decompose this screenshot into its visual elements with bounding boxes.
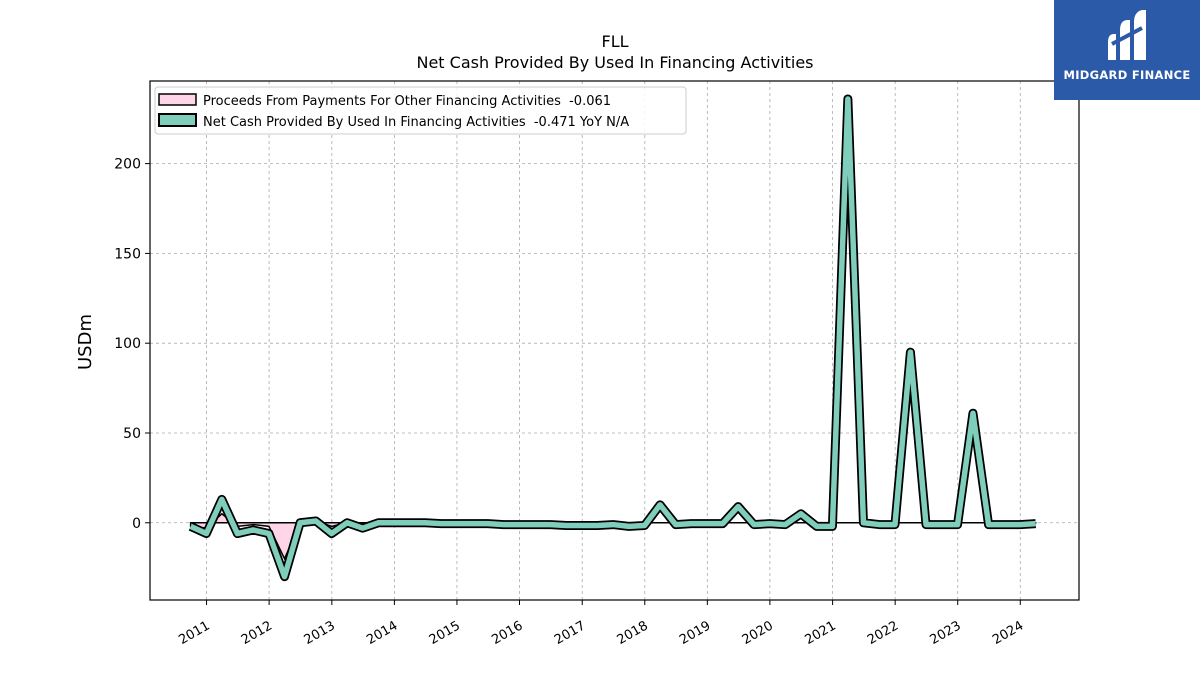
x-tick-label: 2011 [176,618,212,648]
x-tick-label: 2021 [802,618,838,648]
x-tick-label: 2013 [302,618,338,648]
y-tick-label: 100 [114,336,141,352]
legend-swatch-net-cash [158,113,197,127]
y-tick-label: 0 [132,516,141,532]
plot-frame [149,80,1080,601]
y-tick-label: 200 [114,157,141,173]
legend-swatch-proceeds [158,93,197,106]
chart-subtitle: Net Cash Provided By Used In Financing A… [416,53,813,72]
midgard-finance-logo: MIDGARD FINANCE [1054,0,1200,100]
x-tick-label: 2017 [552,618,588,648]
x-tick-label: 2023 [928,618,964,648]
chart-title: FLL [601,32,628,51]
y-tick-label: 150 [114,246,141,262]
legend-box [154,86,687,135]
x-tick-label: 2015 [427,618,463,648]
x-tick-label: 2020 [740,618,776,648]
legend: Proceeds From Payments For Other Financi… [154,86,687,135]
x-tick-label: 2012 [239,618,275,648]
grid-lines [150,81,1079,600]
y-axis: 0 50 100 150 200 [114,157,150,532]
legend-label-proceeds: Proceeds From Payments For Other Financi… [203,94,611,109]
x-tick-label: 2014 [364,618,400,648]
x-tick-label: 2022 [865,618,901,648]
legend-label-net-cash: Net Cash Provided By Used In Financing A… [203,115,629,130]
series-layer [188,94,1037,582]
y-axis-label: USDm [75,314,96,370]
midgard-logo-icon [1108,10,1146,60]
series-net-cash-outline [188,94,1036,582]
x-axis: 2011 2012 2013 2014 2015 2016 2017 2018 2019 2020… [176,600,1026,648]
x-tick-label: 2019 [677,618,713,648]
logo-text: MIDGARD FINANCE [1063,68,1191,82]
x-tick-label: 2016 [489,618,525,648]
x-tick-label: 2018 [615,618,651,648]
y-tick-label: 50 [123,426,141,442]
x-tick-label: 2024 [990,618,1026,648]
series-net-cash-line [189,96,1036,580]
